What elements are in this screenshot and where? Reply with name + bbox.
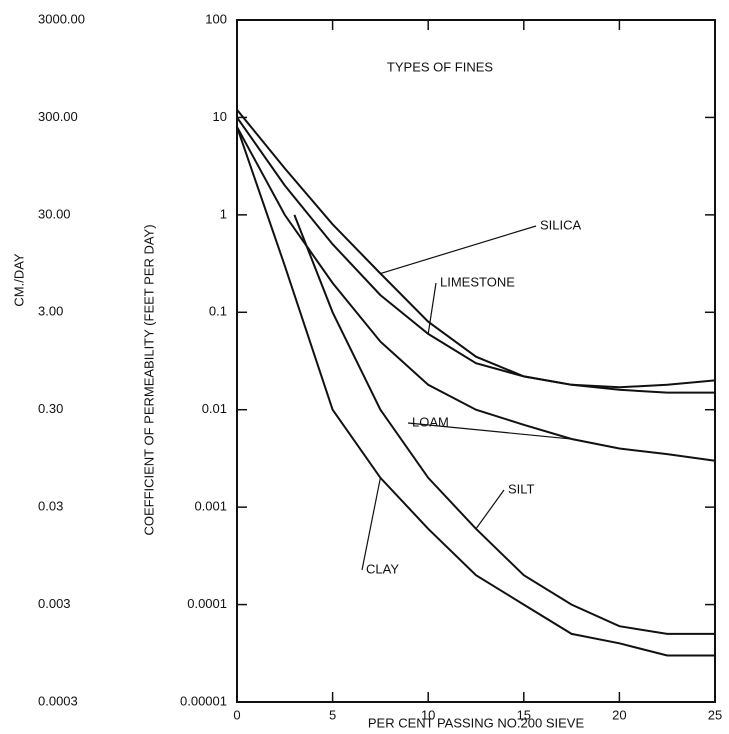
y2-tick-label: 30.00 [38, 206, 71, 221]
x-tick-label: 15 [517, 707, 531, 722]
curve [236, 126, 716, 462]
leader-line [475, 489, 505, 530]
leader-line [380, 225, 537, 275]
x-tick-label: 25 [708, 707, 722, 722]
leader-line [407, 422, 572, 440]
leader-line [427, 282, 437, 334]
y2-tick-label: 0.0003 [38, 693, 78, 708]
y-axis-label: COEFFICIENT OF PERMEABILITY (FEET PER DA… [141, 224, 156, 535]
curve-label: SILT [508, 481, 535, 496]
plot-frame [236, 19, 716, 703]
y-tick-label: 0.001 [194, 499, 227, 514]
x-axis-label: PER CENT PASSING NO.200 SIEVE [368, 715, 585, 730]
curve-label: LIMESTONE [440, 274, 515, 289]
x-tick-label: 20 [612, 707, 626, 722]
y2-axis-label: CM./DAY [11, 253, 26, 307]
curve [236, 116, 715, 394]
curve-label: CLAY [366, 561, 399, 576]
y2-tick-label: 3000.00 [38, 11, 85, 26]
y2-tick-label: 0.03 [38, 499, 63, 514]
y-tick-label: 0.1 [209, 304, 227, 319]
x-tick-label: 10 [421, 707, 435, 722]
x-tick-label: 5 [329, 707, 336, 722]
y-tick-label: 0.01 [202, 401, 227, 416]
y-tick-label: 10 [213, 109, 227, 124]
y2-tick-label: 300.00 [38, 109, 78, 124]
x-tick-label: 0 [233, 707, 240, 722]
chart-title: TYPES OF FINES [387, 59, 494, 74]
y2-tick-label: 3.00 [38, 304, 63, 319]
y2-tick-label: 0.30 [38, 401, 63, 416]
curve-label: SILICA [540, 217, 582, 232]
y-tick-label: 100 [205, 11, 227, 26]
y-tick-label: 1 [220, 206, 227, 221]
y2-tick-label: 0.003 [38, 596, 71, 611]
curve-label: LOAM [412, 414, 449, 429]
curve [236, 109, 716, 389]
y-tick-label: 0.00001 [180, 693, 227, 708]
leader-line [361, 477, 381, 571]
curve [236, 126, 715, 657]
y-tick-label: 0.0001 [187, 596, 227, 611]
curve [293, 214, 715, 635]
